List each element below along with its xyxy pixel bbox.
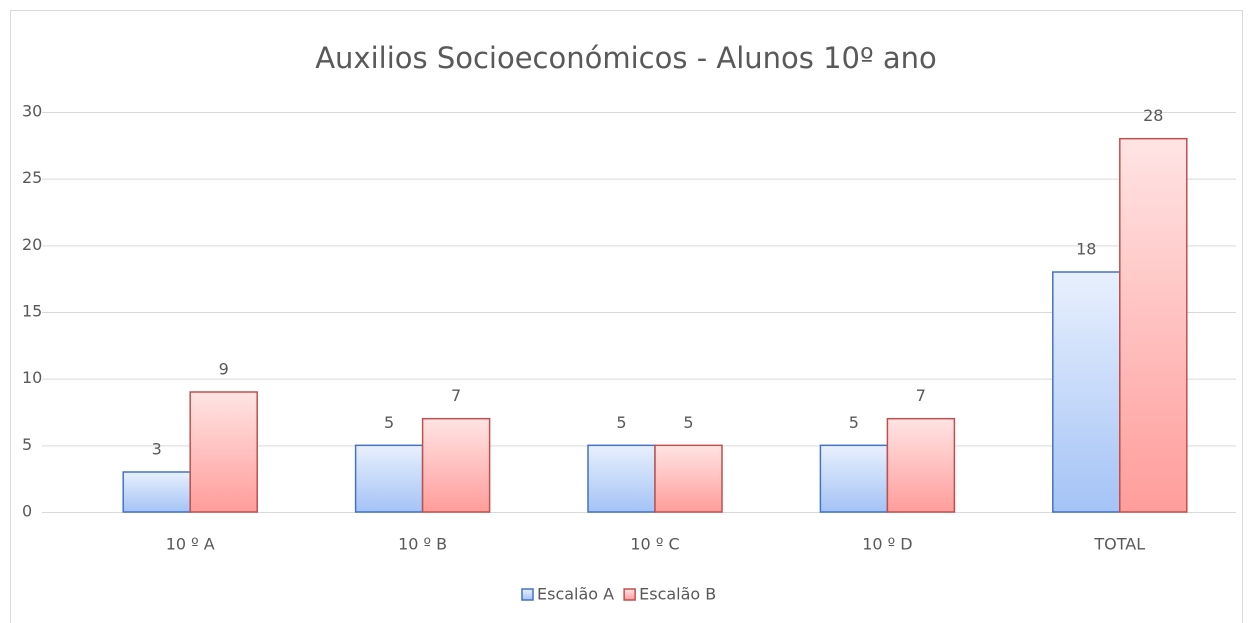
x-tick-label: TOTAL [1093,535,1145,554]
y-tick-label: 25 [22,168,42,187]
bar [421,417,491,513]
data-label: 5 [683,413,693,432]
legend-label: Escalão A [537,585,614,604]
x-tick-label: 10 º C [630,535,679,554]
data-label: 18 [1076,240,1096,259]
data-label: 28 [1143,106,1163,125]
y-tick-label: 5 [22,435,32,454]
x-tick-label: 10 º B [398,535,447,554]
chart-title: Auxilios Socioeconómicos - Alunos 10º an… [315,41,937,75]
bar [886,417,956,513]
bar [122,471,191,513]
y-tick-label: 15 [22,302,42,321]
bar [819,444,889,513]
data-label: 5 [384,413,394,432]
legend-swatch [623,588,636,601]
data-label: 3 [152,440,162,459]
data-label: 7 [916,386,926,405]
data-label: 5 [616,413,626,432]
data-label: 9 [219,360,229,379]
y-tick-label: 0 [22,502,32,521]
bar [354,444,424,513]
bar [587,444,656,513]
y-tick-label: 20 [22,235,42,254]
bar [1052,271,1121,513]
y-tick-label: 10 [22,368,42,387]
legend-swatch [521,588,534,601]
legend-label: Escalão B [639,585,716,604]
bar [1119,137,1188,513]
data-label: 7 [451,386,461,405]
x-tick-label: 10 º D [862,535,912,554]
y-tick-label: 30 [22,102,42,121]
bar [654,444,723,513]
x-tick-label: 10 º A [166,535,215,554]
data-label: 5 [849,413,859,432]
bar [189,391,258,513]
